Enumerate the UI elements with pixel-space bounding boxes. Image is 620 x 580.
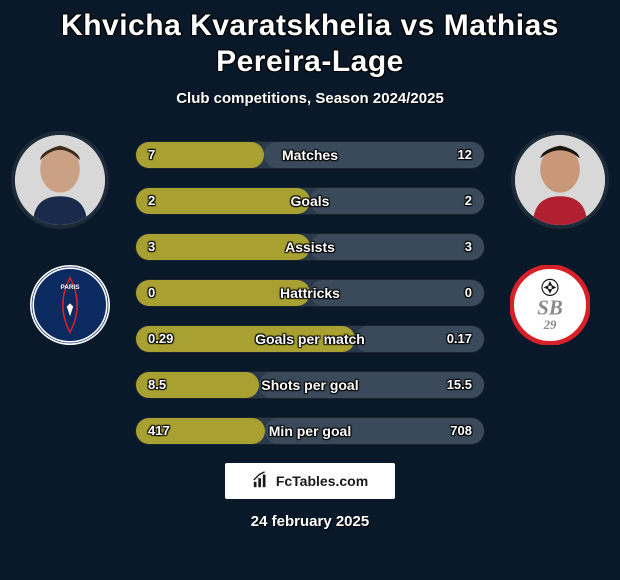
- stat-row: 417708Min per goal: [135, 417, 485, 445]
- stat-row: 00Hattricks: [135, 279, 485, 307]
- stat-value-right: 2: [465, 188, 472, 214]
- chart-icon: [252, 471, 270, 492]
- stat-value-left: 7: [148, 142, 155, 168]
- stat-value-left: 2: [148, 188, 155, 214]
- stat-value-right: 12: [458, 142, 472, 168]
- stat-fill-left: [136, 234, 310, 260]
- subtitle: Club competitions, Season 2024/2025: [0, 90, 620, 107]
- comparison-content: PARIS SB 29 712Matches22Goals33Assists00…: [0, 135, 620, 445]
- footer-date: 24 february 2025: [0, 513, 620, 530]
- stat-value-left: 417: [148, 418, 170, 444]
- stat-value-left: 8.5: [148, 372, 166, 398]
- stat-fill-left: [136, 280, 310, 306]
- footer-brand-badge: FcTables.com: [225, 463, 395, 499]
- stat-value-right: 3: [465, 234, 472, 260]
- player-right-avatar: [515, 135, 605, 225]
- svg-text:29: 29: [543, 318, 557, 332]
- stat-value-right: 708: [450, 418, 472, 444]
- svg-text:PARIS: PARIS: [60, 284, 80, 291]
- stat-fill-right: [310, 188, 484, 214]
- stat-fill-left: [136, 188, 310, 214]
- stat-fill-right: [264, 142, 484, 168]
- stat-row: 8.515.5Shots per goal: [135, 371, 485, 399]
- stat-row: 712Matches: [135, 141, 485, 169]
- club-left-crest: PARIS: [30, 265, 110, 345]
- player-left-avatar: [15, 135, 105, 225]
- stat-bars: 712Matches22Goals33Assists00Hattricks0.2…: [135, 135, 485, 445]
- page-title: Khvicha Kvaratskhelia vs Mathias Pereira…: [0, 0, 620, 80]
- stat-value-left: 3: [148, 234, 155, 260]
- footer-brand-text: FcTables.com: [276, 473, 368, 489]
- svg-text:SB: SB: [537, 297, 563, 320]
- stat-row: 33Assists: [135, 233, 485, 261]
- stat-value-left: 0.29: [148, 326, 173, 352]
- stat-row: 22Goals: [135, 187, 485, 215]
- stat-value-right: 15.5: [447, 372, 472, 398]
- stat-fill-right: [310, 280, 484, 306]
- stat-row: 0.290.17Goals per match: [135, 325, 485, 353]
- stat-value-right: 0: [465, 280, 472, 306]
- stat-value-right: 0.17: [447, 326, 472, 352]
- stat-value-left: 0: [148, 280, 155, 306]
- stat-fill-right: [310, 234, 484, 260]
- club-right-crest: SB 29: [510, 265, 590, 345]
